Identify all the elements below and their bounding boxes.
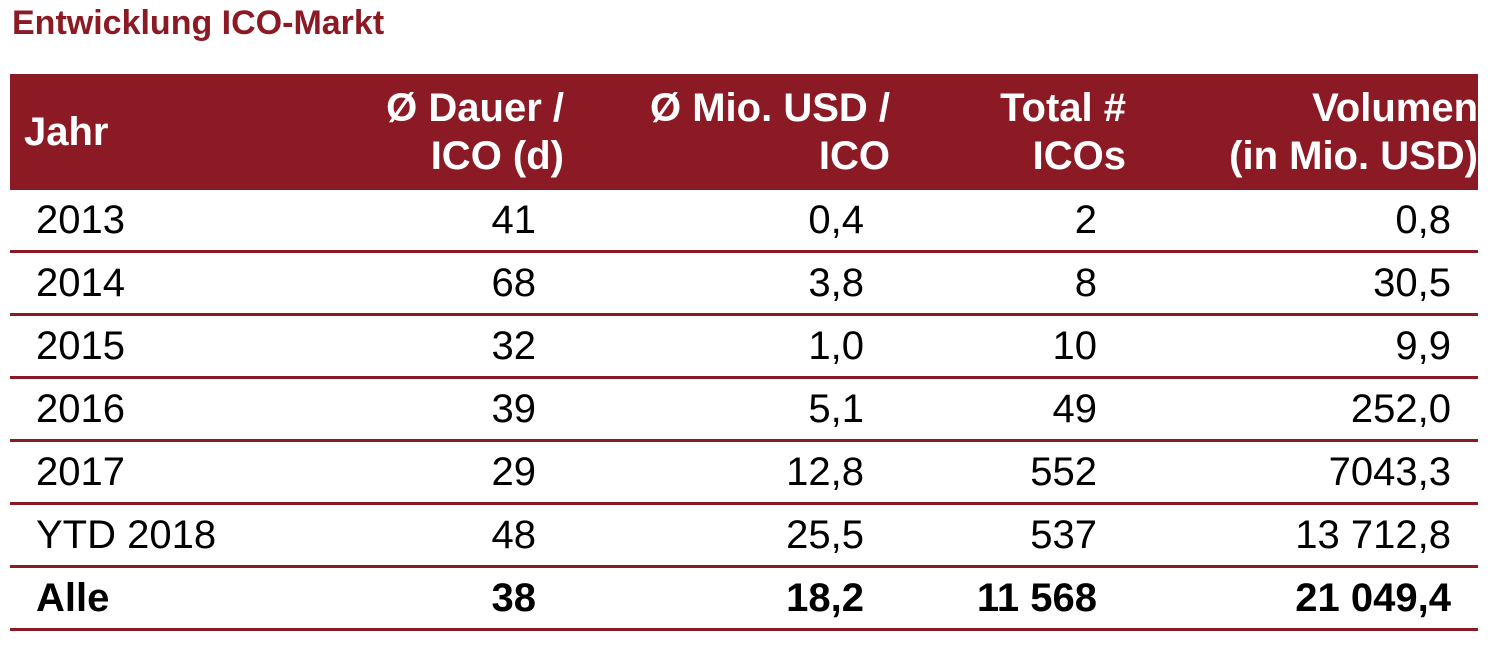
header-dauer: Ø Dauer / ICO (d): [386, 74, 564, 190]
header-total: Total # ICOs: [1000, 74, 1126, 190]
table-row: 2017 29 12,8 552 7043,3: [10, 442, 1478, 505]
table-row: 2016 39 5,1 49 252,0: [10, 379, 1478, 442]
header-jahr-label: Jahr: [24, 110, 109, 154]
cell-year: 2017: [36, 450, 125, 494]
header-total-line1: Total #: [1000, 86, 1126, 130]
cell-total: 11 568: [976, 576, 1097, 620]
cell-year: Alle: [36, 576, 110, 620]
page-title: Entwicklung ICO-Markt: [12, 4, 385, 42]
header-volumen-line2: (in Mio. USD): [1229, 134, 1478, 178]
table-header: Jahr Ø Dauer / ICO (d) Ø Mio. USD / ICO …: [10, 74, 1478, 190]
cell-total: 49: [1052, 387, 1098, 431]
cell-dauer: 41: [491, 198, 537, 242]
header-volumen: Volumen (in Mio. USD): [1229, 74, 1478, 190]
cell-volumen: 30,5: [1373, 261, 1451, 305]
header-mio-usd: Ø Mio. USD / ICO: [650, 74, 890, 190]
cell-total: 552: [1030, 450, 1097, 494]
cell-year: 2013: [36, 198, 125, 242]
cell-dauer: 39: [491, 387, 537, 431]
cell-volumen: 13 712,8: [1295, 513, 1451, 557]
header-dauer-line2: ICO (d): [430, 134, 564, 178]
ico-market-table: Jahr Ø Dauer / ICO (d) Ø Mio. USD / ICO …: [10, 74, 1478, 631]
table-row: 2014 68 3,8 8 30,5: [10, 253, 1478, 316]
cell-dauer: 48: [491, 513, 537, 557]
cell-volumen: 252,0: [1350, 387, 1451, 431]
cell-total: 8: [1074, 261, 1097, 305]
cell-year: 2014: [36, 261, 125, 305]
cell-mio-usd: 3,8: [808, 261, 864, 305]
table-row: 2015 32 1,0 10 9,9: [10, 316, 1478, 379]
header-mio-usd-line1: Ø Mio. USD /: [650, 86, 890, 130]
cell-total: 2: [1074, 198, 1097, 242]
cell-volumen: 7043,3: [1328, 450, 1451, 494]
cell-volumen: 0,8: [1395, 198, 1451, 242]
cell-year: 2015: [36, 324, 125, 368]
table-row: YTD 2018 48 25,5 537 13 712,8: [10, 505, 1478, 568]
table-total-row: Alle 38 18,2 11 568 21 049,4: [10, 568, 1478, 631]
table-row: 2013 41 0,4 2 0,8: [10, 190, 1478, 253]
header-dauer-line1: Ø Dauer /: [386, 86, 564, 130]
header-volumen-line1: Volumen: [1312, 86, 1478, 130]
header-total-line2: ICOs: [1032, 134, 1126, 178]
cell-total: 10: [1052, 324, 1098, 368]
cell-mio-usd: 1,0: [808, 324, 864, 368]
header-mio-usd-line2: ICO: [818, 134, 890, 178]
cell-dauer: 29: [491, 450, 537, 494]
cell-mio-usd: 12,8: [786, 450, 864, 494]
cell-volumen: 9,9: [1395, 324, 1451, 368]
cell-mio-usd: 18,2: [786, 576, 864, 620]
cell-total: 537: [1030, 513, 1097, 557]
cell-dauer: 32: [491, 324, 537, 368]
header-jahr: Jahr: [24, 74, 109, 190]
cell-mio-usd: 0,4: [808, 198, 864, 242]
cell-mio-usd: 5,1: [808, 387, 864, 431]
cell-volumen: 21 049,4: [1295, 576, 1451, 620]
cell-dauer: 68: [491, 261, 537, 305]
cell-year: YTD 2018: [36, 513, 217, 557]
cell-year: 2016: [36, 387, 125, 431]
cell-mio-usd: 25,5: [786, 513, 864, 557]
cell-dauer: 38: [491, 576, 537, 620]
